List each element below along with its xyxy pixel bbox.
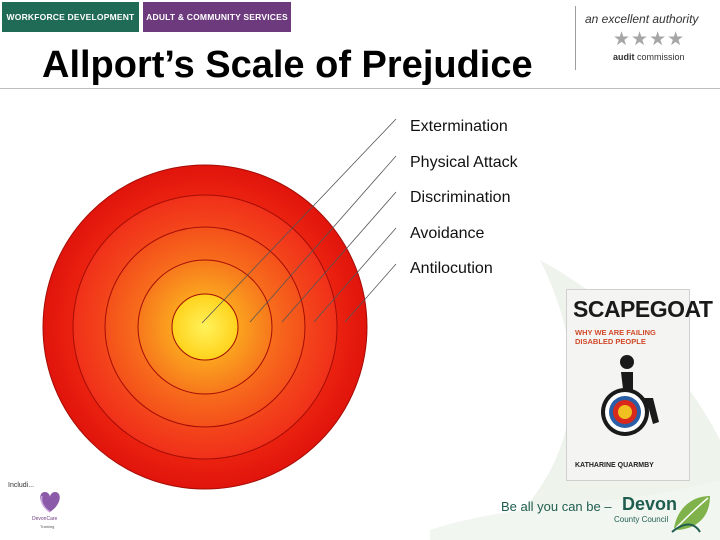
authority-divider: [575, 6, 576, 70]
leader-line-physical-attack: [249, 155, 397, 323]
authority-tagline: an excellent authority: [585, 12, 699, 26]
label-antilocution: Antilocution: [410, 260, 493, 277]
label-physical-attack: Physical Attack: [410, 154, 518, 171]
county-council-text: County Council: [614, 515, 669, 524]
inclusion-label: Includi...: [8, 482, 35, 489]
tab-workforce-development[interactable]: WORKFORCE DEVELOPMENT: [2, 2, 139, 32]
book-author: KATHARINE QUARMBY: [575, 462, 654, 469]
footer-tagline: Be all you can be –: [501, 499, 612, 514]
devon-care-sub: Training: [40, 524, 55, 529]
book-title: SCAPEGOAT: [573, 296, 713, 322]
leader-line-discrimination: [281, 191, 397, 323]
label-extermination: Extermination: [410, 118, 508, 135]
page-title: Allport’s Scale of Prejudice: [42, 44, 533, 86]
devon-logo-text: Devon: [622, 494, 678, 514]
leader-line-antilocution: [344, 263, 397, 323]
leader-line-avoidance: [313, 227, 397, 323]
devon-care-heart-icon: [40, 492, 60, 513]
authority-stars-icon: ★★★★: [613, 29, 686, 50]
scapegoat-book-cover: SCAPEGOAT WHY WE ARE FAILING DISABLED PE…: [566, 289, 713, 481]
devon-care-name: DevonCare: [32, 516, 58, 522]
tab-adult-community-services[interactable]: ADULT & COMMUNITY SERVICES: [143, 2, 291, 32]
wheelchair-target-icon: [601, 355, 659, 436]
leader-line-extermination: [201, 118, 397, 324]
devon-leaf-icon: [671, 496, 710, 533]
label-discrimination: Discrimination: [410, 189, 511, 206]
label-avoidance: Avoidance: [410, 225, 485, 242]
prejudice-scale-diagram: Extermination Physical Attack Discrimina…: [0, 90, 560, 490]
audit-commission-logo: audit commission: [613, 52, 685, 62]
ring-antilocution: [171, 293, 239, 361]
title-underline: [0, 88, 720, 89]
book-subtitle: WHY WE ARE FAILING DISABLED PEOPLE: [575, 328, 656, 346]
